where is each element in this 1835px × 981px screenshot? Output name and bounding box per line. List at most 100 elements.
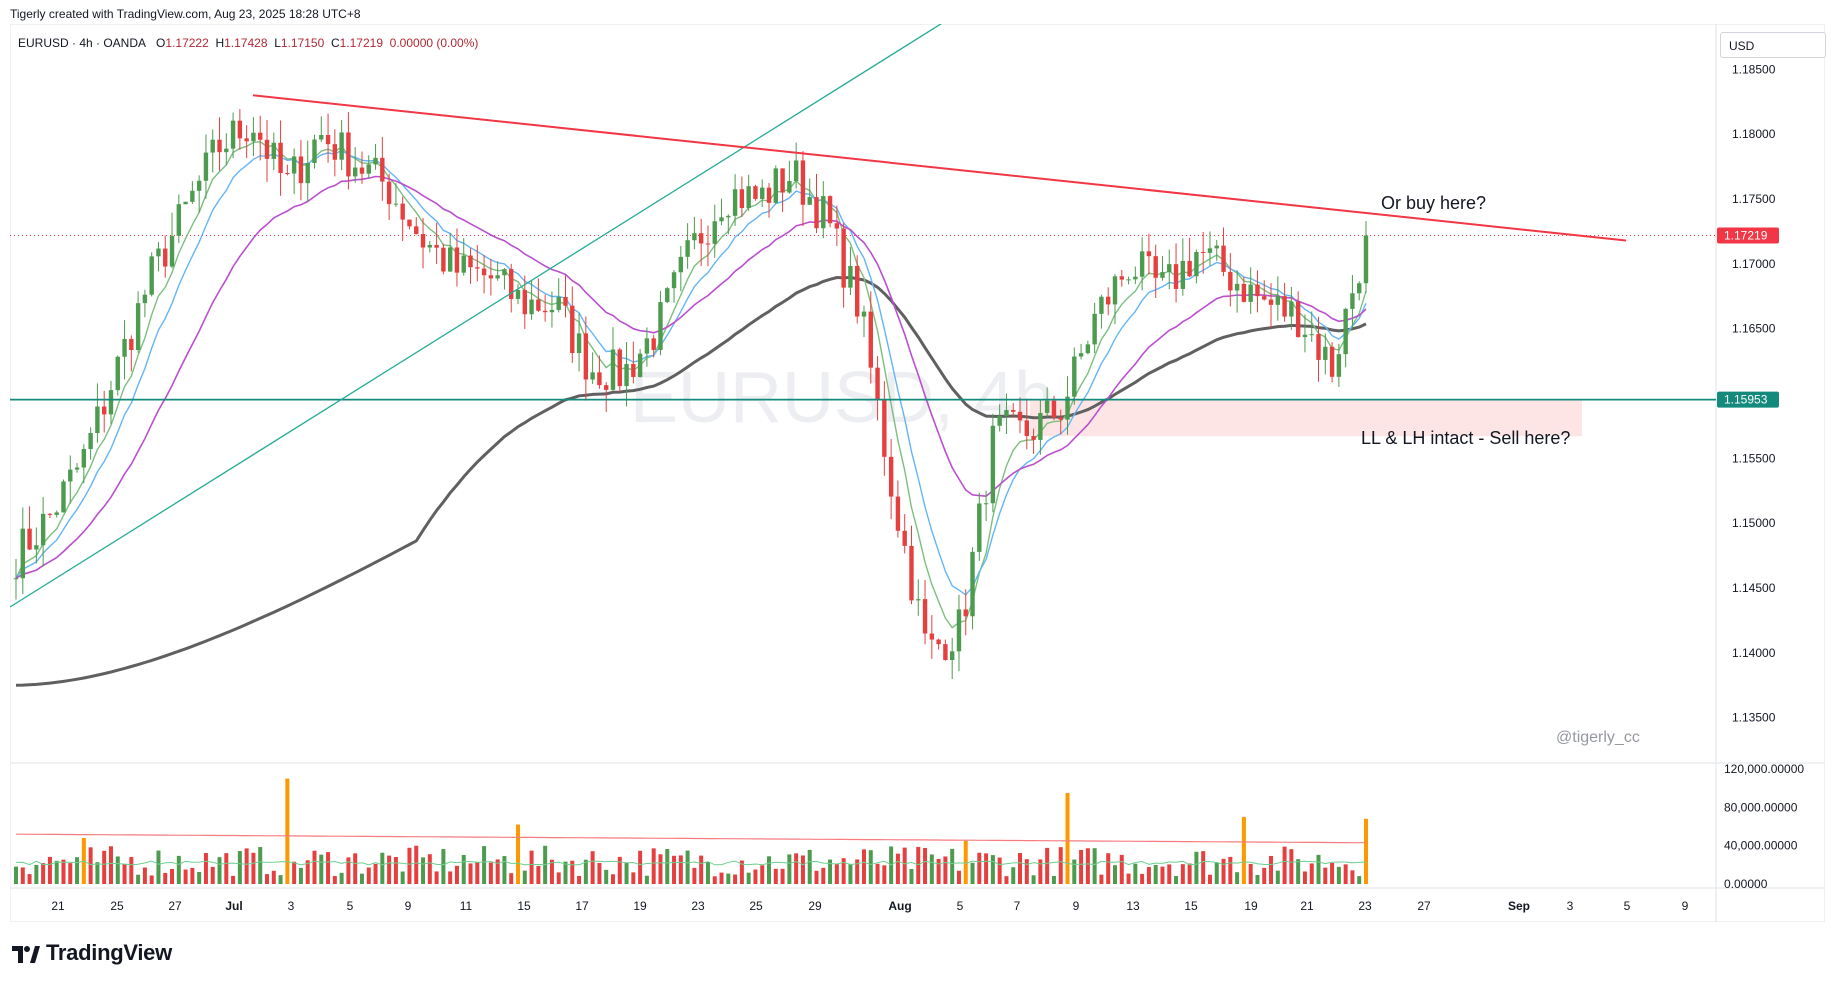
volume-bar	[631, 872, 636, 884]
volume-bar	[644, 875, 649, 884]
open-label: O	[156, 36, 166, 50]
volume-bar	[522, 870, 527, 884]
volume-bar	[1289, 849, 1294, 884]
candlesticks[interactable]	[13, 109, 1369, 680]
volume-bar	[102, 850, 107, 884]
volume-bar	[1180, 864, 1185, 884]
volume-bar	[1194, 851, 1199, 884]
candle-body	[386, 181, 392, 205]
ohlc-legend: EURUSD · 4h · OANDA O1.17222 H1.17428 L1…	[18, 36, 478, 50]
candle-body	[997, 415, 1002, 426]
descending-resistance-line[interactable]	[252, 94, 1627, 242]
candle-body	[1228, 271, 1233, 291]
candle-body	[909, 545, 914, 601]
candle-body	[1187, 260, 1192, 277]
volume-bar	[807, 849, 812, 884]
volume-bar	[414, 845, 419, 884]
volume-bar	[1099, 874, 1104, 884]
volume-bar	[1275, 870, 1280, 884]
volume-bar	[617, 856, 622, 884]
volume-bar	[41, 863, 46, 884]
volume-bar	[821, 867, 826, 884]
candle-body	[522, 290, 527, 315]
volume-axis: 120,000.00000 80,000.00000 40,000.00000 0.0…	[1724, 762, 1804, 891]
candle-body	[319, 134, 324, 140]
candle-body	[637, 353, 643, 377]
candle-body	[414, 226, 419, 235]
volume-bar	[1072, 859, 1077, 884]
price-axis[interactable]: 1.18500 1.18000 1.17500 1.17000 1.16500 1.155…	[1732, 62, 1776, 724]
volume-bar	[346, 857, 351, 884]
ma-200-path	[15, 275, 1367, 687]
chart-area[interactable]: EURUSD, 4h Or buy here? LL & LH intact -…	[9, 21, 1826, 923]
candle-body	[793, 160, 799, 182]
volume-bar	[312, 850, 317, 884]
volume-bar	[1004, 876, 1009, 884]
candle-body	[855, 265, 860, 317]
currency-selector[interactable]: USD	[1720, 32, 1826, 58]
candle-body	[597, 372, 602, 386]
volume-bar	[61, 859, 66, 884]
candle-body	[74, 467, 80, 470]
volume-bar	[319, 854, 324, 884]
time-tick-label: 5	[1624, 899, 1631, 913]
volume-bar	[1160, 866, 1165, 884]
time-tick-label: 3	[288, 899, 295, 913]
candle-body	[488, 275, 494, 279]
volume-bar	[834, 863, 839, 884]
volume-bar	[794, 853, 799, 884]
price-tick-label: 1.13500	[1732, 711, 1776, 725]
price-chart[interactable]: EURUSD, 4h Or buy here? LL & LH intact -…	[9, 21, 1826, 923]
candle-body	[101, 406, 107, 415]
volume-bar	[726, 873, 731, 884]
volume-bar	[27, 874, 32, 884]
volume-bar	[217, 857, 222, 884]
candle-body	[271, 142, 276, 159]
volume-bar	[1350, 870, 1355, 884]
price-tick-label: 1.15500	[1732, 451, 1776, 465]
candle-body	[515, 290, 521, 299]
candle-body	[278, 142, 283, 174]
volume-bar	[685, 850, 690, 884]
volume-bar	[583, 859, 588, 884]
candle-body	[502, 269, 507, 276]
volume-bar	[651, 848, 656, 884]
volume-bar	[1119, 854, 1124, 884]
candle-body	[251, 132, 256, 142]
candle-body	[468, 255, 473, 268]
time-tick-label: 27	[168, 899, 182, 913]
volume-bar	[244, 848, 249, 884]
candle-body	[20, 528, 25, 579]
candle-body	[427, 244, 433, 248]
candle-body	[135, 303, 141, 350]
time-axis[interactable]: 21 25 27 Jul 3 5 9 11 15 17 19 23 25 29 Aug 5 7 9 13 15 19 21…	[51, 899, 1688, 913]
time-tick-label: 9	[405, 899, 412, 913]
volume-bar	[47, 856, 52, 884]
volume-bar	[142, 867, 147, 884]
candle-body	[1329, 346, 1335, 377]
volume-bar	[753, 869, 758, 884]
candle-body	[1302, 334, 1308, 338]
volume-bar	[699, 855, 704, 884]
candle-body	[142, 294, 148, 304]
supply-zone[interactable]	[1030, 399, 1582, 437]
volume-bar	[441, 849, 446, 884]
candle-body	[841, 228, 846, 288]
tradingview-logo[interactable]: TradingView	[12, 940, 172, 966]
volume-bar	[75, 857, 80, 884]
candle-body	[787, 181, 792, 193]
candle-body	[1282, 296, 1287, 317]
volume-bar	[1255, 874, 1260, 884]
candle-body	[203, 152, 209, 181]
candle-body	[1078, 353, 1084, 357]
volume-bar	[1018, 853, 1023, 884]
candle-body	[610, 349, 616, 390]
candle-body	[1173, 264, 1179, 289]
volume-bar	[366, 867, 371, 884]
volume-bar	[970, 862, 975, 884]
rising-trendline[interactable]	[9, 21, 945, 608]
volume-tick-label: 40,000.00000	[1724, 839, 1798, 853]
price-tick-label: 1.14500	[1732, 581, 1776, 595]
volume-bar	[265, 874, 270, 884]
candle-body	[1139, 251, 1145, 277]
